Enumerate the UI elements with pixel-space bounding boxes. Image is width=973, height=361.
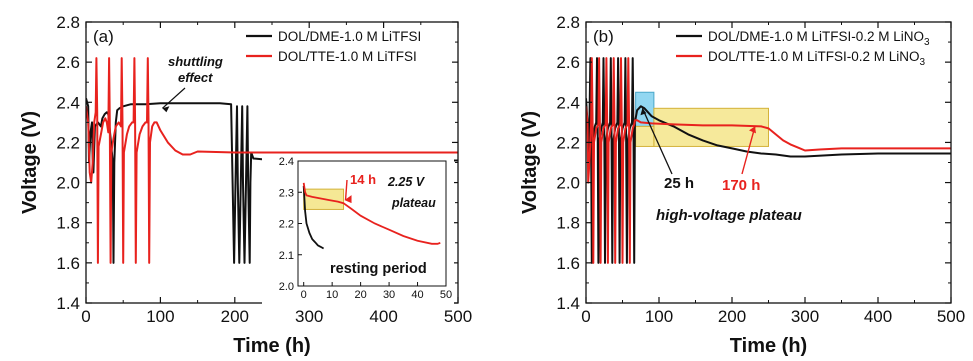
annotation-170h: 170 h bbox=[722, 177, 760, 194]
series-line-2 bbox=[586, 57, 951, 264]
panel-label: (a) bbox=[93, 27, 114, 46]
inset-y-tick-label: 2.4 bbox=[279, 156, 294, 168]
series-line-2 bbox=[86, 57, 458, 264]
y-tick-label: 1.8 bbox=[556, 214, 580, 233]
legend-label: DOL/TTE-1.0 M LiTFSI-0.2 M LiNO3 bbox=[708, 49, 926, 68]
inset-label: resting period bbox=[330, 261, 427, 277]
inset-x-tick-label: 10 bbox=[326, 289, 338, 301]
panel-a: 0 100 200 300 400 5001.41.61.82.02.22.42.62.8… bbox=[19, 13, 472, 357]
inset-series-line bbox=[302, 182, 441, 245]
annotation-arrow bbox=[161, 87, 186, 109]
x-tick-label: 0 bbox=[81, 307, 90, 326]
x-tick-label: 300 bbox=[791, 307, 819, 326]
inset-y-tick-label: 2.3 bbox=[279, 187, 294, 199]
x-tick-label: 100 bbox=[146, 307, 174, 326]
x-axis-title: Time (h) bbox=[730, 335, 807, 357]
y-tick-label: 2.4 bbox=[556, 93, 580, 112]
y-tick-label: 2.8 bbox=[56, 13, 80, 32]
x-tick-label: 500 bbox=[937, 307, 965, 326]
inset-y-tick-label: 2.1 bbox=[279, 250, 294, 262]
y-axis-title: Voltage (V) bbox=[519, 111, 541, 214]
inset-plateau-label-2: plateau bbox=[391, 196, 436, 210]
x-axis-title: Time (h) bbox=[233, 335, 310, 357]
annotation-25h-arrow bbox=[641, 108, 673, 175]
annotation-25h: 25 h bbox=[664, 175, 694, 192]
y-tick-label: 1.4 bbox=[556, 294, 580, 313]
inset-plateau-label: 2.25 V bbox=[387, 175, 426, 189]
y-tick-label: 2.6 bbox=[556, 53, 580, 72]
annotation-arrowhead bbox=[162, 106, 170, 113]
y-tick-label: 1.8 bbox=[56, 214, 80, 233]
inset-x-tick-label: 30 bbox=[383, 289, 395, 301]
panel-label: (b) bbox=[593, 27, 614, 46]
inset-series-line bbox=[302, 185, 325, 250]
x-tick-label: 100 bbox=[645, 307, 673, 326]
annotation-high-voltage-plateau: high-voltage plateau bbox=[656, 207, 802, 224]
inset-x-tick-label: 0 bbox=[301, 289, 307, 301]
annotation-25h-arrowhead bbox=[640, 108, 647, 116]
legend-label: DOL/TTE-1.0 M LiTFSI bbox=[278, 49, 417, 64]
x-tick-label: 200 bbox=[718, 307, 746, 326]
x-tick-label: 200 bbox=[221, 307, 249, 326]
series-line-1 bbox=[586, 57, 951, 264]
y-tick-label: 2.2 bbox=[56, 133, 80, 152]
y-tick-label: 1.6 bbox=[56, 254, 80, 273]
annotation-170h-arrowhead bbox=[749, 126, 756, 134]
panel-b: 0 100 200 300 400 500 1.4 1.6 1.8 2.0 2.2 2.4 2.6 2.8… bbox=[519, 13, 965, 357]
y-tick-label: 2.0 bbox=[556, 174, 580, 193]
legend-label: DOL/DME-1.0 M LiTFSI bbox=[278, 29, 421, 44]
y-tick-label: 2.6 bbox=[56, 53, 80, 72]
inset: 0 10 20 30 40 50 2.0 2.1 2.2 2.3 2.4 14 h 2.25 V plat… bbox=[262, 155, 454, 310]
legend-subscript: 3 bbox=[924, 37, 930, 48]
legend-subscript: 3 bbox=[920, 57, 926, 68]
y-tick-label: 2.0 bbox=[56, 174, 80, 193]
x-tick-label: 400 bbox=[369, 307, 397, 326]
inset-x-tick-label: 20 bbox=[354, 289, 366, 301]
inset-background bbox=[262, 155, 454, 310]
plot-frame bbox=[585, 21, 952, 304]
inset-arrow-label: 14 h bbox=[350, 172, 376, 187]
y-tick-label: 2.2 bbox=[556, 133, 580, 152]
annotation-effect: effect bbox=[178, 70, 213, 85]
y-tick-label: 2.8 bbox=[556, 13, 580, 32]
inset-arrowhead bbox=[344, 195, 352, 204]
inset-x-tick-label: 40 bbox=[411, 289, 423, 301]
legend-label: DOL/DME-1.0 M LiTFSI-0.2 M LiNO3 bbox=[708, 29, 930, 48]
y-axis-title: Voltage (V) bbox=[19, 111, 41, 214]
annotation-170h-arrow bbox=[741, 126, 756, 175]
x-tick-label: 300 bbox=[295, 307, 323, 326]
inset-y-tick-label: 2.0 bbox=[279, 281, 294, 293]
x-tick-label: 0 bbox=[581, 307, 590, 326]
inset-arrow bbox=[344, 179, 348, 201]
inset-x-tick-label: 50 bbox=[440, 289, 452, 301]
x-tick-label: 400 bbox=[864, 307, 892, 326]
annotation-shuttling: shuttling bbox=[168, 54, 223, 69]
y-tick-label: 1.6 bbox=[556, 254, 580, 273]
y-tick-label: 1.4 bbox=[56, 294, 80, 313]
inset-y-tick-label: 2.2 bbox=[279, 219, 294, 231]
x-tick-label: 500 bbox=[444, 307, 472, 326]
highlight-box bbox=[635, 125, 655, 147]
y-tick-label: 2.4 bbox=[56, 93, 80, 112]
